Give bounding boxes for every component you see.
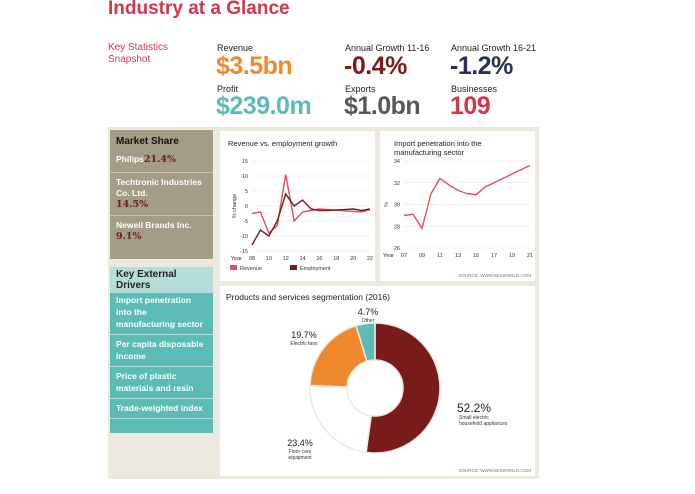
chart-title: Revenue vs. employment growth: [228, 139, 338, 148]
snapshot-label: Key Statistics Snapshot: [108, 42, 169, 65]
x-tick-label: 11: [437, 253, 443, 259]
market-share-item: Newell Brands Inc. 9.1%: [116, 220, 192, 242]
y-tick-label: 26: [394, 246, 400, 252]
y-tick-label: -5: [243, 219, 248, 225]
source-note: SOURCE: WWW.IBISWORLD.COM: [458, 468, 532, 473]
x-tick-label: 09: [419, 253, 425, 259]
legend-swatch: [290, 265, 297, 270]
source-note: SOURCE: WWW.IBISWORLD.COM: [459, 273, 532, 278]
x-tick-label: 10: [266, 256, 272, 262]
exports-value: $1.0bn: [344, 92, 421, 120]
x-tick-label: 19: [509, 253, 515, 259]
x-tick-label: 18: [333, 256, 339, 262]
y-tick-label: 0: [245, 204, 248, 210]
driver-item: Import penetration into the manufacturin…: [116, 295, 203, 329]
donut-slice-small-electric-household-appliances: [365, 322, 441, 454]
x-tick-label: 16: [316, 256, 322, 262]
driver-item: Price of plastic materials and resin: [116, 371, 194, 393]
y-tick-label: 28: [394, 224, 400, 230]
slice-name-label: Electric fans: [290, 341, 318, 347]
legend-label: Revenue: [240, 266, 262, 272]
revenue-employment-chart: Revenue vs. employment growth 15 10 5 0 -5 -1…: [220, 131, 375, 281]
y-axis-label: % change: [232, 194, 238, 218]
market-share-item: Techtronic Industries Co. Ltd. 14.5%: [116, 177, 202, 210]
y-tick-label: 30: [394, 203, 400, 209]
slice-value-label: 4.7%: [358, 307, 379, 317]
slice-name-label: Other: [362, 318, 375, 324]
growth-16-21-label: Annual Growth 16-21: [451, 43, 537, 53]
growth-11-16-value: -0.4%: [344, 52, 407, 80]
chart-title: Products and services segmentation (2016…: [226, 292, 390, 302]
revenue-value: $3.5bn: [216, 52, 293, 80]
import-penetration-chart: Import penetration into the manufacturin…: [380, 131, 535, 281]
y-axis-label: %: [384, 202, 390, 207]
x-tick-label: 08: [249, 256, 255, 262]
market-share-title: Market Share: [116, 136, 179, 147]
slice-name-label: equipment: [288, 455, 312, 461]
growth-11-16-label: Annual Growth 11-16: [345, 43, 430, 53]
y-tick-label: -10: [240, 234, 248, 240]
y-tick-label: 34: [394, 159, 400, 165]
slice-name-label: Small electric: [459, 415, 489, 421]
exports-label: Exports: [345, 84, 376, 94]
x-tick-label: 20: [350, 256, 356, 262]
chart-title: Import penetration into the manufacturin…: [394, 139, 482, 157]
x-tick-label: 21: [527, 253, 533, 259]
revenue-label: Revenue: [217, 43, 254, 53]
y-tick-label: 5: [245, 189, 248, 195]
profit-label: Profit: [217, 84, 239, 94]
page-title: Industry at a Glance: [108, 0, 290, 19]
donut-slice-floor-care-equipment: [309, 384, 372, 454]
series-line-import-penetration: [403, 164, 531, 231]
y-tick-label: 10: [242, 174, 248, 180]
series-line-employment: [251, 192, 371, 246]
x-tick-label: 22: [367, 256, 373, 262]
profit-value: $239.0m: [216, 92, 312, 120]
slice-value-label: 52.2%: [457, 401, 491, 415]
slice-name-label: household appliances: [459, 421, 508, 427]
legend-label: Employment: [300, 266, 331, 272]
x-axis-label: Year: [383, 253, 394, 259]
series-line-revenue: [251, 174, 371, 235]
y-tick-label: 15: [242, 159, 248, 165]
businesses-value: 109: [450, 92, 491, 120]
driver-item: Trade-weighted index: [116, 403, 203, 413]
x-tick-label: 17: [491, 253, 497, 259]
x-tick-label: 12: [283, 256, 289, 262]
y-tick-label: -15: [240, 249, 248, 255]
slice-value-label: 19.7%: [291, 330, 317, 340]
key-drivers-title: Key External Drivers: [110, 267, 213, 293]
slice-name-label: Floor care: [289, 449, 312, 455]
x-tick-label: 13: [455, 253, 461, 259]
businesses-label: Businesses: [451, 84, 498, 94]
donut-slice-other: [355, 322, 376, 363]
slice-value-label: 23.4%: [287, 438, 313, 448]
market-share-box: Market Share Philips21.4% Techtronic Ind…: [110, 130, 213, 259]
x-tick-label: 15: [473, 253, 479, 259]
y-tick-label: 32: [394, 181, 400, 187]
key-drivers-box: Key External Drivers Import penetration …: [110, 267, 213, 433]
market-share-item: Philips21.4%: [116, 154, 177, 165]
driver-item: Per capita disposable income: [116, 339, 204, 361]
legend-swatch: [230, 265, 237, 270]
segmentation-chart: Products and services segmentation (2016…: [220, 286, 535, 476]
x-tick-label: 14: [300, 256, 306, 262]
growth-16-21-value: -1.2%: [450, 52, 513, 80]
x-axis-label: Year: [231, 256, 242, 262]
x-tick-label: 07: [401, 253, 407, 259]
